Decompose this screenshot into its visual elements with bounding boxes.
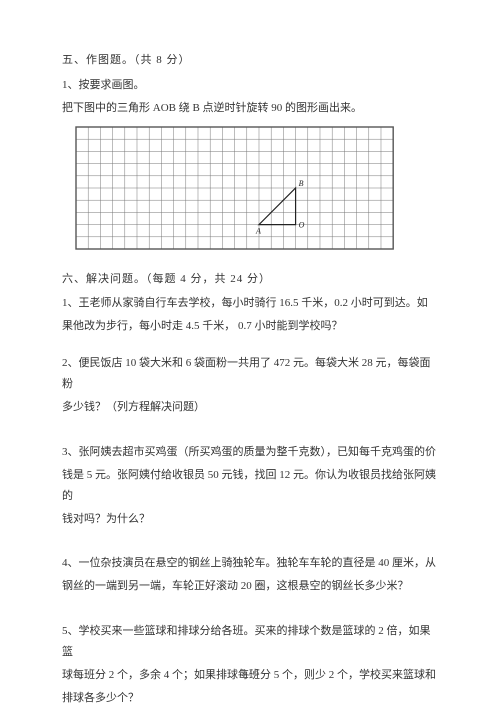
q6-5a: 5、学校买来一些篮球和排球分给各班。买来的排球个数是篮球的 2 倍，如果篮	[62, 621, 438, 663]
q5-1b: 把下图中的三角形 AOB 绕 B 点逆时针旋转 90 的图形画出来。	[62, 98, 438, 119]
section6-title: 六、解决问题。（每题 4 分，共 24 分）	[62, 269, 438, 290]
q6-3c: 钱对吗？为什么？	[62, 509, 438, 530]
svg-text:O: O	[299, 220, 305, 229]
q6-2b: 多少钱？（列方程解决问题）	[62, 397, 438, 418]
q6-3a: 3、张阿姨去超市买鸡蛋（所买鸡蛋的质量为整千克数），已知每千克鸡蛋的价	[62, 442, 438, 463]
grid-figure: A O B	[74, 125, 438, 259]
q6-3b: 钱是 5 元。张阿姨付给收银员 50 元钱，找回 12 元。你认为收银员找给张阿…	[62, 465, 438, 507]
page-footer: 3 / 6	[0, 664, 500, 683]
svg-text:B: B	[299, 179, 304, 188]
q6-2a: 2、便民饭店 10 袋大米和 6 袋面粉一共用了 472 元。每袋大米 28 元…	[62, 353, 438, 395]
svg-text:A: A	[255, 226, 261, 235]
section5-title: 五、作图题。（共 8 分）	[62, 50, 438, 71]
q6-4b: 钢丝的一端到另一端，车轮正好滚动 20 圈，这根悬空的钢丝长多少米？	[62, 576, 438, 597]
triangle-grid-svg: A O B	[74, 125, 395, 251]
q6-1a: 1、王老师从家骑自行车去学校，每小时骑行 16.5 千米，0.2 小时可到达。如	[62, 293, 438, 314]
q6-5c: 排球各多少个？	[62, 688, 438, 709]
q6-1b: 果他改为步行，每小时走 4.5 千米， 0.7 小时能到学校吗？	[62, 316, 438, 337]
q6-4a: 4、一位杂技演员在悬空的钢丝上骑独轮车。独轮车车轮的直径是 40 厘米，从	[62, 553, 438, 574]
q5-1a: 1、按要求画图。	[62, 75, 438, 96]
